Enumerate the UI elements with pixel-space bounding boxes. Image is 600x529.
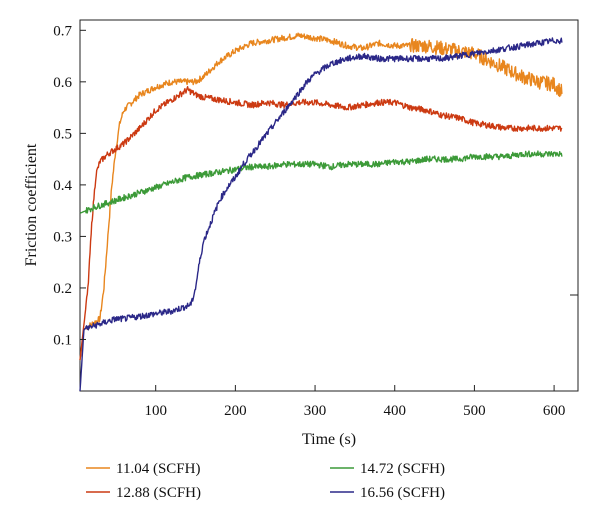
x-tick-label: 200: [224, 403, 247, 419]
y-axis: 0.1 0.2 0.3 0.4 0.5 0.6 0.7: [53, 23, 86, 348]
legend: 11.04 (SCFH) 12.88 (SCFH) 14.72 (SCFH) 16.5…: [86, 461, 445, 501]
y-tick-label: 0.6: [53, 75, 72, 91]
y-tick-label: 0.7: [53, 23, 72, 39]
x-axis: 100 200 300 400 500 600: [144, 385, 565, 419]
plot-frame: [79, 19, 579, 392]
series-line-4: [79, 37, 563, 392]
x-tick-label: 400: [383, 403, 406, 419]
x-axis-label: Time (s): [302, 431, 356, 448]
legend-label: 14.72 (SCFH): [360, 461, 445, 477]
y-tick-label: 0.2: [53, 281, 72, 297]
y-tick-label: 0.3: [53, 229, 72, 245]
x-tick-label: 500: [463, 403, 486, 419]
series-line-1: [79, 32, 563, 361]
legend-label: 11.04 (SCFH): [116, 461, 200, 477]
legend-label: 12.88 (SCFH): [116, 485, 201, 501]
plot-area: [79, 19, 579, 392]
x-tick-label: 300: [304, 403, 327, 419]
y-tick-label: 0.4: [53, 178, 72, 194]
y-axis-label: Friction coefficient: [23, 143, 40, 266]
x-tick-label: 100: [144, 403, 167, 419]
series-line-2: [79, 86, 563, 361]
series-layer: [79, 32, 563, 392]
legend-label: 16.56 (SCFH): [360, 485, 445, 501]
series-line-3: [79, 150, 563, 214]
y-tick-label: 0.5: [53, 126, 72, 142]
x-tick-label: 600: [543, 403, 566, 419]
y-tick-label: 0.1: [53, 332, 72, 348]
